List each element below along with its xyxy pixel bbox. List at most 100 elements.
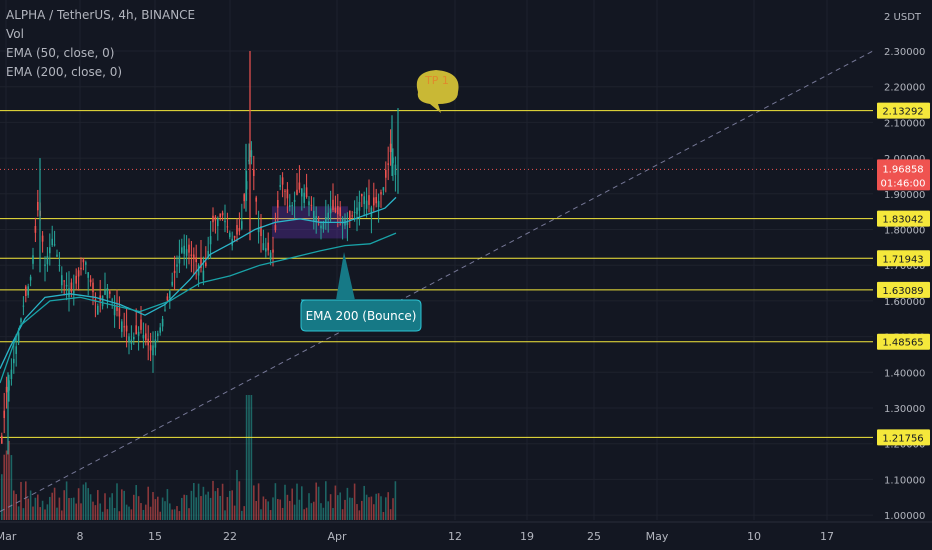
price-tick-label: 1.80000 xyxy=(884,226,925,237)
candle-body xyxy=(351,215,353,217)
volume-bar xyxy=(253,485,255,520)
price-tick-label: 1.40000 xyxy=(884,368,925,379)
candle-body xyxy=(332,199,334,211)
candle-body xyxy=(101,295,104,307)
volume-bar xyxy=(118,511,121,520)
volume-bar xyxy=(327,501,329,520)
volume-bar xyxy=(236,470,238,520)
volume-bar xyxy=(13,490,15,520)
candle-body xyxy=(157,333,159,336)
volume-bar xyxy=(313,501,315,520)
price-axis[interactable]: 2 USDT2.300002.200002.100002.000001.9000… xyxy=(873,0,932,550)
candle-body xyxy=(221,212,224,216)
time-axis[interactable]: Mar 8 15 22 Apr 12 19 25 May 10 17 xyxy=(0,521,932,550)
volume-bar xyxy=(125,504,128,520)
level-price-tag xyxy=(877,210,930,227)
volume-bar xyxy=(394,481,397,520)
volume-bar xyxy=(245,395,248,520)
vol-indicator-label[interactable]: Vol xyxy=(6,27,24,41)
candle-body xyxy=(262,243,265,250)
volume-bar xyxy=(332,508,334,520)
volume-bar xyxy=(99,503,101,520)
candle-body xyxy=(8,380,10,391)
volume-bar xyxy=(68,497,70,520)
volume-bar xyxy=(39,507,41,520)
volume-bar xyxy=(166,489,169,520)
candle-body xyxy=(229,232,231,238)
ema-lines xyxy=(0,196,397,384)
candle-body xyxy=(27,286,29,296)
volume-bar xyxy=(51,492,53,520)
candle-body xyxy=(70,282,73,292)
candle-body xyxy=(209,236,212,245)
volume-bar xyxy=(46,504,49,520)
price-tick-label: 2.10000 xyxy=(884,118,925,129)
level-price-tag xyxy=(877,250,930,267)
candle-body xyxy=(82,259,85,263)
candle-body xyxy=(46,255,49,265)
ema-callout-label: EMA 200 (Bounce) xyxy=(306,309,417,323)
candle-body xyxy=(164,309,166,311)
candle-body xyxy=(53,244,56,246)
candle-body xyxy=(293,199,296,202)
ema50-indicator-label[interactable]: EMA (50, close, 0) xyxy=(6,46,115,60)
ema200-indicator-label[interactable]: EMA (200, close, 0) xyxy=(6,65,123,79)
volume-bar xyxy=(272,497,274,520)
candle-body xyxy=(68,288,70,298)
volume-bar xyxy=(224,510,226,520)
candle-body xyxy=(277,199,279,208)
candle-body xyxy=(87,272,89,278)
volume-bar xyxy=(173,509,176,520)
volume-bar xyxy=(133,494,135,520)
time-tick-label: 8 xyxy=(77,530,84,543)
volume-bar xyxy=(317,486,320,520)
candle-body xyxy=(65,284,68,287)
volume-bar xyxy=(58,497,61,520)
level-price-label: 1.48565 xyxy=(882,338,923,349)
level-price-label: 1.21756 xyxy=(882,433,923,444)
candle-body xyxy=(253,169,255,176)
volume-bar xyxy=(65,481,68,520)
candle-body xyxy=(140,319,142,330)
symbol-title[interactable]: ALPHA / TetherUS, 4h, BINANCE xyxy=(6,8,196,22)
candle-body xyxy=(171,281,173,286)
candle-body xyxy=(250,150,253,157)
volume-bar xyxy=(116,483,118,520)
volume-bar xyxy=(53,487,56,520)
level-price-label: 1.71943 xyxy=(882,254,923,265)
volume-bar xyxy=(25,481,27,520)
candle-body xyxy=(281,177,284,185)
candle-body xyxy=(137,331,140,336)
candle-body xyxy=(387,163,389,165)
candle-body xyxy=(289,205,291,207)
price-tick-label: 1.30000 xyxy=(884,404,925,415)
volume-bar xyxy=(37,494,39,520)
time-tick-label: Apr xyxy=(327,530,347,543)
candle-body xyxy=(260,226,262,237)
candle-body xyxy=(178,255,181,264)
volume-bar xyxy=(375,493,377,520)
time-tick-label: 10 xyxy=(747,530,761,543)
candle-body xyxy=(238,228,241,232)
volume-bar xyxy=(149,506,152,520)
trend-line[interactable] xyxy=(0,50,874,512)
candle-body xyxy=(197,264,200,276)
volume-bar xyxy=(140,503,142,520)
candle-body xyxy=(200,257,202,268)
volume-bar xyxy=(137,496,140,520)
volume-bar xyxy=(169,503,171,520)
horizontal-levels[interactable] xyxy=(0,110,873,438)
candle-body xyxy=(322,221,325,229)
candle-body xyxy=(169,291,171,299)
annotations[interactable]: TP 1 EMA 200 (Bounce) xyxy=(300,70,459,332)
candle-body xyxy=(173,270,176,274)
candle-body xyxy=(241,221,243,229)
candle-body xyxy=(224,220,226,223)
candle-body xyxy=(274,225,277,231)
candle-body xyxy=(145,333,147,341)
volume-bar xyxy=(61,510,63,520)
volume-bar xyxy=(296,483,298,520)
volume-bar xyxy=(197,483,200,520)
candle-body xyxy=(185,249,188,256)
